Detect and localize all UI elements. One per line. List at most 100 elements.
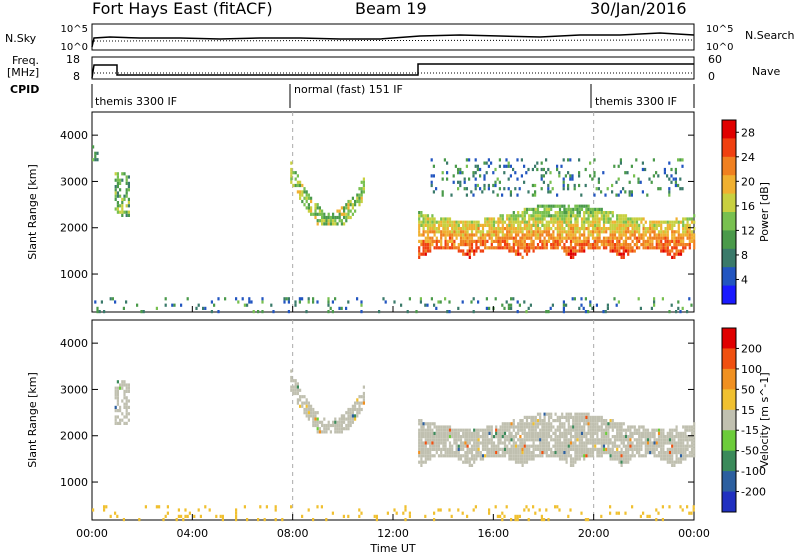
y-tick-label: 1000 bbox=[60, 476, 88, 489]
range-cell bbox=[540, 518, 543, 522]
range-cell bbox=[475, 435, 478, 439]
range-cell bbox=[468, 239, 471, 243]
range-cell bbox=[675, 451, 678, 455]
range-cell bbox=[593, 158, 596, 162]
range-cell bbox=[441, 190, 444, 194]
range-cell bbox=[468, 158, 471, 162]
range-cell bbox=[638, 438, 641, 442]
range-cell bbox=[512, 454, 515, 458]
range-cell bbox=[495, 220, 498, 224]
range-cell bbox=[523, 233, 526, 237]
freq-tick-right-top: 60 bbox=[708, 53, 722, 66]
range-cell bbox=[563, 447, 566, 451]
range-cell bbox=[512, 447, 515, 451]
range-cell bbox=[287, 310, 290, 314]
range-cell bbox=[638, 230, 641, 234]
range-cell bbox=[679, 457, 683, 461]
range-cell bbox=[508, 454, 511, 458]
range-cell bbox=[479, 457, 482, 461]
range-cell bbox=[587, 236, 590, 240]
range-cell bbox=[650, 306, 653, 310]
range-cell bbox=[114, 197, 117, 201]
range-cell bbox=[613, 297, 616, 301]
range-cell bbox=[693, 214, 696, 218]
range-cell bbox=[490, 233, 493, 237]
range-cell bbox=[536, 246, 540, 250]
y-axis-label: Slant Range [km] bbox=[26, 372, 39, 468]
range-cell bbox=[408, 297, 411, 301]
range-cell bbox=[668, 227, 672, 231]
range-cell bbox=[487, 158, 490, 162]
range-cell bbox=[587, 454, 590, 458]
range-cell bbox=[523, 249, 526, 253]
range-cell bbox=[580, 419, 584, 423]
range-cell bbox=[437, 447, 441, 451]
range-cell bbox=[523, 422, 526, 426]
range-cell bbox=[547, 239, 551, 243]
range-cell bbox=[495, 447, 498, 451]
range-cell bbox=[594, 419, 597, 423]
range-cell bbox=[565, 211, 568, 215]
range-cell bbox=[261, 310, 264, 314]
range-cell bbox=[307, 407, 310, 412]
range-cell bbox=[443, 158, 446, 162]
range-cell bbox=[530, 451, 533, 455]
range-cell bbox=[569, 444, 573, 448]
range-cell bbox=[490, 428, 493, 432]
range-cell bbox=[349, 414, 352, 418]
range-cell bbox=[602, 431, 606, 435]
range-cell bbox=[534, 220, 537, 224]
range-cell bbox=[622, 249, 625, 253]
range-cell bbox=[569, 252, 573, 256]
range-cell bbox=[558, 441, 562, 445]
range-cell bbox=[613, 435, 617, 439]
range-cell bbox=[602, 444, 606, 448]
range-cell bbox=[485, 297, 488, 301]
range-cell bbox=[125, 213, 128, 217]
range-cell bbox=[523, 214, 526, 218]
range-cell bbox=[600, 454, 603, 458]
range-cell bbox=[572, 415, 575, 419]
range-cell bbox=[294, 379, 297, 383]
range-cell bbox=[565, 431, 568, 435]
range-cell bbox=[633, 243, 636, 247]
range-cell bbox=[497, 438, 500, 442]
range-cell bbox=[499, 243, 502, 247]
range-cell bbox=[446, 223, 449, 227]
range-cell bbox=[600, 207, 603, 211]
range-cell bbox=[565, 249, 568, 253]
range-cell bbox=[109, 514, 112, 518]
range-cell bbox=[125, 415, 128, 419]
feature-arc bbox=[290, 369, 365, 434]
range-cell bbox=[611, 236, 614, 240]
range-cell bbox=[648, 177, 651, 181]
range-cell bbox=[530, 227, 533, 231]
range-cell bbox=[487, 187, 490, 191]
range-cell bbox=[554, 246, 557, 250]
range-cell bbox=[657, 428, 661, 432]
range-cell bbox=[679, 249, 683, 253]
range-cell bbox=[506, 428, 509, 432]
range-cell bbox=[627, 447, 630, 451]
range-cell bbox=[517, 233, 520, 237]
range-cell bbox=[186, 514, 189, 518]
range-cell bbox=[539, 447, 542, 451]
range-cell bbox=[408, 514, 411, 518]
range-cell bbox=[481, 223, 485, 227]
range-cell bbox=[562, 310, 565, 314]
range-cell bbox=[646, 193, 649, 197]
range-cell bbox=[646, 428, 650, 432]
range-cell bbox=[536, 220, 540, 224]
range-cell bbox=[616, 457, 619, 461]
range-cell bbox=[338, 417, 341, 421]
range-cell bbox=[507, 161, 510, 165]
cpid-panel bbox=[91, 84, 695, 108]
range-cell bbox=[494, 183, 497, 188]
range-cell bbox=[600, 441, 603, 445]
range-cell bbox=[569, 243, 573, 247]
range-cell bbox=[523, 220, 526, 224]
range-cell bbox=[521, 447, 524, 451]
range-cell bbox=[583, 211, 586, 215]
range-cell bbox=[490, 451, 493, 455]
colorbar-tick-label: -100 bbox=[741, 465, 766, 478]
